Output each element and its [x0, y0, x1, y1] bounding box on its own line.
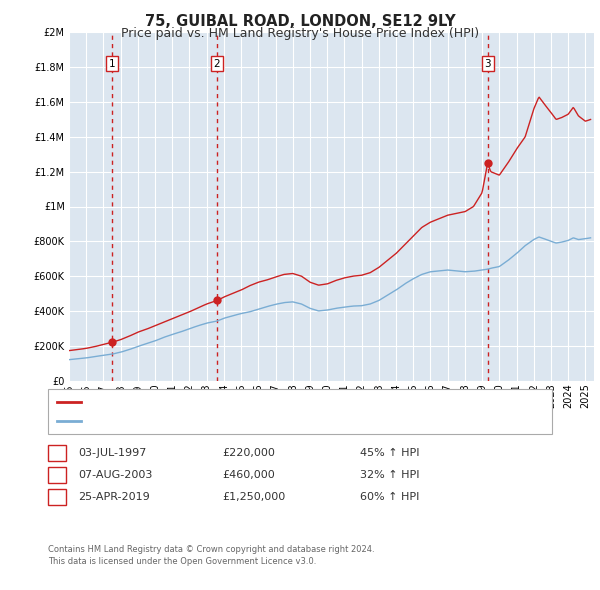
- Text: 3: 3: [484, 59, 491, 69]
- Text: 1: 1: [109, 59, 116, 69]
- Text: 32% ↑ HPI: 32% ↑ HPI: [360, 470, 419, 480]
- Text: 25-APR-2019: 25-APR-2019: [78, 492, 150, 502]
- Text: 45% ↑ HPI: 45% ↑ HPI: [360, 448, 419, 458]
- Text: 03-JUL-1997: 03-JUL-1997: [78, 448, 146, 458]
- Text: HPI: Average price, detached house, Greenwich: HPI: Average price, detached house, Gree…: [87, 416, 335, 425]
- Text: 3: 3: [53, 492, 61, 502]
- Text: 2: 2: [214, 59, 220, 69]
- Text: Contains HM Land Registry data © Crown copyright and database right 2024.
This d: Contains HM Land Registry data © Crown c…: [48, 545, 374, 566]
- Text: £460,000: £460,000: [222, 470, 275, 480]
- Text: 60% ↑ HPI: 60% ↑ HPI: [360, 492, 419, 502]
- Text: 2: 2: [53, 470, 61, 480]
- Text: Price paid vs. HM Land Registry's House Price Index (HPI): Price paid vs. HM Land Registry's House …: [121, 27, 479, 40]
- Text: £220,000: £220,000: [222, 448, 275, 458]
- Text: 75, GUIBAL ROAD, LONDON, SE12 9LY: 75, GUIBAL ROAD, LONDON, SE12 9LY: [145, 14, 455, 30]
- Text: £1,250,000: £1,250,000: [222, 492, 285, 502]
- Text: 07-AUG-2003: 07-AUG-2003: [78, 470, 152, 480]
- Text: 75, GUIBAL ROAD, LONDON, SE12 9LY (detached house): 75, GUIBAL ROAD, LONDON, SE12 9LY (detac…: [87, 398, 380, 407]
- Text: 1: 1: [53, 448, 61, 458]
